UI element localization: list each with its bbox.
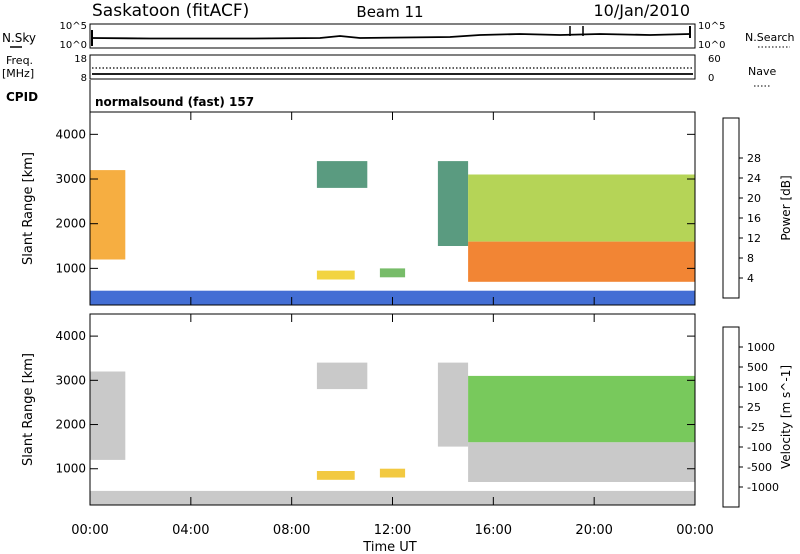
x-tick-label: 00:00 bbox=[71, 523, 108, 538]
y-tick-label: 3000 bbox=[55, 172, 86, 186]
data-region bbox=[468, 241, 695, 282]
y-tick-label: 4000 bbox=[55, 127, 86, 141]
date-title: 10/Jan/2010 bbox=[593, 1, 690, 20]
y-tick-label: 1000 bbox=[55, 462, 86, 476]
y-axis-label: Slant Range [km] bbox=[21, 353, 36, 466]
x-tick-label: 12:00 bbox=[374, 523, 411, 538]
station-title: Saskatoon (fitACF) bbox=[92, 1, 249, 21]
nsky-tick-top: 10^5 bbox=[60, 21, 87, 32]
colorbar-tick-label: 28 bbox=[747, 152, 761, 165]
colorbar-label: Velocity [m s^-1] bbox=[779, 365, 793, 469]
power-panel: 1000 2000 3000 4000 Slant Range [km] 4 8 12 16 20… bbox=[21, 111, 793, 306]
data-region bbox=[468, 375, 695, 443]
x-tick-label: 16:00 bbox=[475, 523, 512, 538]
velocity-panel: 1000 2000 3000 4000 Slant Range [km] 1000 500 1… bbox=[21, 313, 793, 508]
colorbar-tick-label: 12 bbox=[747, 232, 761, 245]
data-region bbox=[316, 270, 355, 280]
nsearch-label: N.Search bbox=[745, 31, 795, 44]
colorbar-tick-label: -1000 bbox=[747, 481, 779, 494]
colorbar-tick-label: 8 bbox=[747, 252, 754, 265]
data-region bbox=[468, 442, 695, 482]
data-region bbox=[316, 471, 355, 480]
x-axis-label: Time UT bbox=[362, 540, 416, 554]
colorbar-frame bbox=[722, 326, 740, 508]
nave-label: Nave bbox=[748, 65, 776, 78]
y-tick-label: 1000 bbox=[55, 261, 86, 275]
y-tick-label: 2000 bbox=[55, 217, 86, 231]
colorbar-label: Power [dB] bbox=[779, 175, 793, 240]
nsky-tick-bottom: 10^0 bbox=[60, 40, 87, 51]
colorbar-tick-label: -500 bbox=[747, 461, 772, 474]
colorbar-tick-label: -25 bbox=[747, 421, 765, 434]
freq-unit: [MHz] bbox=[2, 67, 34, 80]
y-tick-label: 2000 bbox=[55, 418, 86, 432]
nsearch-tick-bottom: 10^0 bbox=[698, 40, 725, 51]
beam-title: Beam 11 bbox=[356, 3, 423, 21]
cpid-value: normalsound (fast) 157 bbox=[95, 95, 254, 109]
freq-label: Freq. bbox=[6, 54, 33, 67]
nsky-label: N.Sky bbox=[2, 31, 36, 45]
data-region bbox=[437, 161, 469, 246]
y-axis-label: Slant Range [km] bbox=[21, 152, 36, 265]
colorbar-tick-label: 100 bbox=[747, 381, 768, 394]
cpid-label: CPID bbox=[6, 90, 38, 104]
y-tick-label: 3000 bbox=[55, 373, 86, 387]
nsky-trace bbox=[91, 33, 691, 40]
data-region bbox=[316, 362, 368, 390]
data-region bbox=[468, 174, 695, 242]
data-region bbox=[90, 371, 126, 460]
data-region bbox=[90, 170, 126, 260]
nsearch-tick-top: 10^5 bbox=[698, 21, 725, 32]
colorbar-tick-label: 1000 bbox=[747, 341, 775, 354]
data-region bbox=[316, 161, 368, 188]
colorbar-tick-label: 20 bbox=[747, 192, 761, 205]
nsky-panel bbox=[89, 23, 696, 49]
nave-tick-top: 60 bbox=[708, 54, 721, 65]
colorbar-tick-label: 4 bbox=[747, 272, 754, 285]
data-region bbox=[379, 468, 406, 478]
x-tick-label: 20:00 bbox=[575, 523, 612, 538]
x-tick-label: 00:00 bbox=[676, 523, 713, 538]
data-region bbox=[379, 268, 406, 278]
x-tick-label: 08:00 bbox=[273, 523, 310, 538]
colorbar-tick-label: 24 bbox=[747, 172, 761, 185]
nave-tick-bottom: 0 bbox=[708, 73, 714, 84]
colorbar-tick-label: 16 bbox=[747, 212, 761, 225]
freq-panel bbox=[89, 54, 696, 80]
y-tick-label: 4000 bbox=[55, 329, 86, 343]
colorbar-frame bbox=[722, 117, 740, 299]
freq-tick-top: 18 bbox=[74, 54, 87, 65]
freq-tick-bottom: 8 bbox=[81, 73, 87, 84]
colorbar-tick-label: -100 bbox=[747, 441, 772, 454]
colorbar-tick-label: 25 bbox=[747, 401, 761, 414]
x-axis: 00:00 04:00 08:00 12:00 16:00 20:00 00:00 bbox=[71, 112, 714, 538]
colorbar-tick-label: 500 bbox=[747, 361, 768, 374]
x-tick-label: 04:00 bbox=[172, 523, 209, 538]
data-region bbox=[437, 362, 469, 447]
